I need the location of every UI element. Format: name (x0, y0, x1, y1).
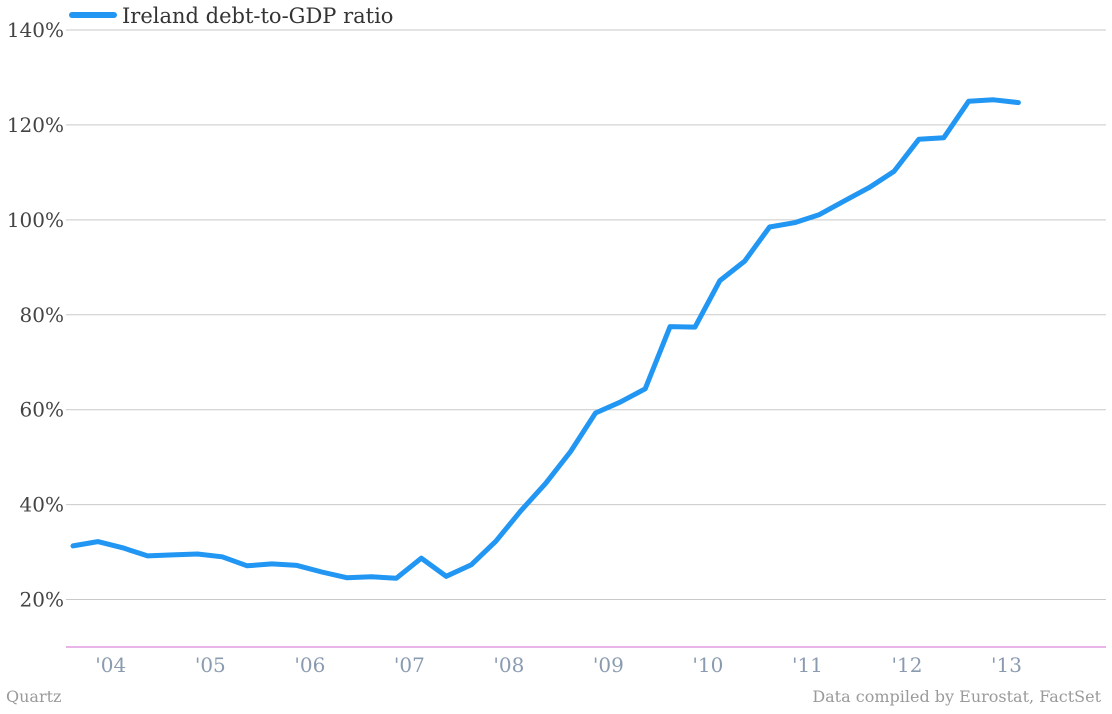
y-tick-label: 80% (20, 303, 64, 327)
x-tick-label: '12 (891, 653, 922, 677)
x-tick-label: '04 (95, 653, 126, 677)
y-tick-label: 100% (7, 208, 64, 232)
x-tick-label: '09 (593, 653, 624, 677)
x-tick-label: '06 (294, 653, 325, 677)
legend-label: Ireland debt-to-GDP ratio (122, 4, 393, 28)
series-layer (70, 97, 1021, 581)
y-tick-label: 40% (20, 493, 64, 517)
x-tick-label: '08 (493, 653, 524, 677)
source-credit-left: Quartz (6, 687, 61, 706)
x-tick-label: '07 (394, 653, 425, 677)
x-tick-label: '10 (692, 653, 723, 677)
y-tick-label: 120% (7, 113, 64, 137)
x-tick-label: '13 (991, 653, 1022, 677)
x-axis: '04 '05 '06 '07 '08 '09 '10 '11 '12 '13 (95, 653, 1022, 677)
x-tick-label: '11 (792, 653, 823, 677)
legend: Ireland debt-to-GDP ratio (69, 4, 393, 28)
gridlines (66, 29, 1106, 601)
y-axis: 20% 40% 60% 80% 100% 120% 140% (7, 18, 64, 612)
series-line (70, 97, 1021, 581)
x-tick-label: '05 (195, 653, 226, 677)
y-tick-label: 20% (20, 588, 64, 612)
y-tick-label: 60% (20, 398, 64, 422)
source-credit-right: Data compiled by Eurostat, FactSet (812, 687, 1101, 706)
y-tick-label: 140% (7, 18, 64, 42)
